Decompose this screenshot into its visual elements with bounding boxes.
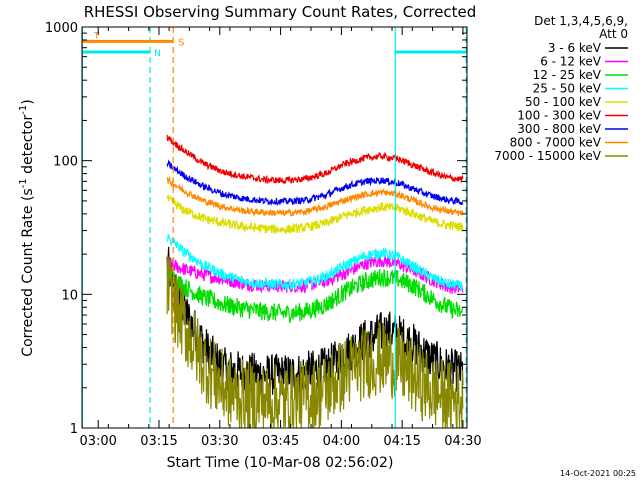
legend-header-attenuator: Att 0 [599, 27, 628, 41]
y-axis-label: Corrected Count Rate (s-1 detector-1) [18, 99, 36, 356]
legend-label: 50 - 100 keV [525, 95, 602, 109]
x-axis-label: Start Time (10-Mar-08 02:56:02) [167, 455, 394, 471]
series-line-2 [166, 262, 464, 324]
series-layer [166, 134, 464, 429]
legend-label: 6 - 12 keV [540, 55, 602, 69]
y-axis: 1 10 100 1000 [45, 21, 467, 437]
x-tick-label: 03:45 [262, 434, 299, 449]
x-tick-label: 04:00 [323, 434, 360, 449]
legend-label: 25 - 50 keV [533, 82, 602, 96]
x-tick-label: 03:00 [79, 434, 116, 449]
y-axis-label-part1: Corrected Count Rate (s [20, 188, 36, 356]
legend-label: 300 - 800 keV [517, 122, 601, 136]
footer-timestamp: 14-Oct-2021 00:25 [560, 469, 636, 478]
legend-label: 100 - 300 keV [517, 109, 601, 123]
series-line-6 [166, 159, 464, 206]
series-line-5 [166, 134, 464, 185]
legend-label: 3 - 6 keV [548, 41, 602, 55]
x-tick-label: 04:30 [444, 434, 481, 449]
series-line-4 [166, 194, 464, 235]
plot-frame [81, 26, 468, 429]
x-tick-label: 03:30 [201, 434, 238, 449]
y-axis-label-sup2: -1 [18, 105, 29, 115]
y-axis-label-part2: detector [20, 115, 36, 179]
y-tick-label: 1000 [45, 21, 78, 36]
series-line-8 [166, 255, 464, 429]
y-axis-label-part3: ) [20, 99, 36, 104]
chart-title: RHESSI Observing Summary Count Rates, Co… [84, 3, 477, 21]
legend-label: 800 - 7000 keV [510, 136, 602, 150]
attenuator-label-right: S [178, 37, 184, 48]
y-tick-label: 1 [70, 422, 78, 437]
night-label: N [154, 49, 161, 59]
x-tick-label: 04:15 [383, 434, 420, 449]
legend-label: 7000 - 15000 keV [494, 149, 601, 163]
legend-label: 12 - 25 keV [533, 68, 602, 82]
series-line-1 [166, 254, 464, 294]
x-axis: 03:00 03:15 03:30 03:45 04:00 04:15 04:30 [79, 27, 482, 449]
y-tick-label: 10 [61, 288, 78, 303]
plot-area: N T S [81, 27, 467, 429]
legend-header-detectors: Det 1,3,4,5,6,9, [534, 14, 628, 28]
y-axis-label-sup1: -1 [18, 178, 29, 188]
attenuator-label-left: T [93, 31, 100, 41]
x-tick-label: 03:15 [140, 434, 177, 449]
y-tick-label: 100 [53, 155, 78, 170]
series-line-3 [166, 234, 464, 292]
series-line-7 [166, 175, 464, 218]
